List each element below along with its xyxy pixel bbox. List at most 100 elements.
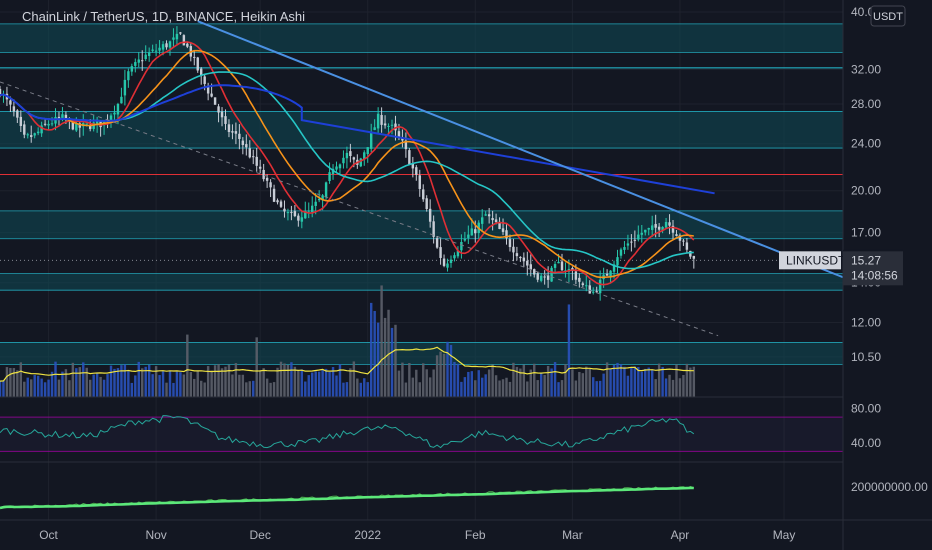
volume-bar bbox=[203, 382, 206, 397]
time-axis-ticks[interactable]: Oct Nov Dec 2022 Feb Mar Apr May bbox=[39, 528, 795, 542]
candle-body bbox=[186, 43, 189, 47]
volume-bar bbox=[553, 362, 557, 397]
candle-body bbox=[387, 125, 390, 127]
volume-bar bbox=[116, 368, 120, 397]
volume-bar bbox=[26, 377, 29, 397]
candle-body bbox=[598, 279, 602, 294]
price-tick-2: 28.00 bbox=[851, 97, 881, 111]
volume-bar bbox=[43, 382, 47, 397]
candle-body bbox=[453, 255, 456, 259]
zone-0 bbox=[0, 23, 843, 53]
volume-bar bbox=[151, 374, 154, 397]
volume-bar bbox=[571, 369, 574, 397]
candle-body bbox=[397, 131, 401, 137]
candle-body bbox=[342, 157, 345, 164]
candle-body bbox=[109, 115, 113, 123]
volume-bar bbox=[258, 370, 262, 397]
volume-bar bbox=[550, 368, 553, 397]
volume-bar bbox=[317, 371, 321, 397]
volume-bar bbox=[435, 355, 439, 397]
volume-bar bbox=[515, 366, 519, 397]
volume-bar bbox=[581, 373, 585, 397]
symbol-tag: LINKUSDT bbox=[786, 253, 846, 267]
volume-bar bbox=[352, 361, 356, 397]
candle-body bbox=[526, 260, 529, 266]
volume-bar bbox=[109, 365, 113, 397]
candle-body bbox=[224, 116, 227, 124]
volume-bar bbox=[68, 380, 71, 397]
volume-bar bbox=[300, 369, 304, 397]
volume-bar bbox=[286, 364, 290, 397]
price-tick-5: 17.00 bbox=[851, 226, 881, 240]
candle-body bbox=[394, 123, 397, 131]
candle-body bbox=[498, 221, 501, 229]
volume-bar bbox=[12, 368, 16, 397]
candle-body bbox=[147, 52, 151, 57]
candle-body bbox=[245, 144, 248, 148]
chart-title: ChainLink / TetherUS, 1D, BINANCE, Heiki… bbox=[22, 9, 305, 24]
volume-bar bbox=[54, 361, 57, 397]
volume-bar bbox=[147, 364, 151, 397]
volume-bar bbox=[213, 365, 217, 397]
candle-body bbox=[463, 238, 467, 241]
volume-bar bbox=[168, 370, 172, 397]
candle-body bbox=[425, 198, 428, 210]
candle-body bbox=[626, 243, 630, 246]
volume-bar bbox=[678, 378, 682, 397]
candle-body bbox=[637, 234, 640, 240]
volume-bar bbox=[394, 324, 397, 397]
candle-body bbox=[522, 257, 526, 262]
volume-bar bbox=[210, 370, 213, 397]
candle-body bbox=[116, 103, 120, 115]
candle-body bbox=[383, 123, 387, 126]
candle-body bbox=[19, 116, 23, 126]
time-tick-3: 2022 bbox=[354, 528, 381, 542]
volume-bar bbox=[234, 363, 238, 397]
candle-body bbox=[123, 79, 127, 96]
candle-body bbox=[574, 271, 578, 280]
time-tick-2: Dec bbox=[250, 528, 271, 542]
volume-bar bbox=[578, 371, 581, 397]
volume-bar bbox=[102, 379, 106, 397]
candle-body bbox=[446, 263, 449, 268]
volume-bar bbox=[526, 381, 529, 397]
volume-bar bbox=[269, 382, 272, 397]
volume-bar bbox=[231, 374, 234, 397]
candle-body bbox=[422, 189, 425, 200]
candle-body bbox=[165, 43, 168, 48]
volume-bar bbox=[19, 362, 23, 397]
volume-bar bbox=[529, 369, 532, 397]
candle-body bbox=[234, 131, 238, 134]
candle-body bbox=[494, 219, 498, 223]
volume-bar bbox=[141, 368, 144, 397]
zone-2 bbox=[0, 210, 843, 239]
price-tick-1: 32.00 bbox=[851, 63, 881, 77]
volume-bar bbox=[682, 375, 685, 397]
candle-body bbox=[553, 264, 557, 268]
candle-body bbox=[338, 164, 342, 169]
time-tick-7: May bbox=[773, 528, 796, 542]
volume-bar bbox=[262, 368, 265, 397]
volume-bar bbox=[345, 382, 349, 397]
candle-body bbox=[203, 76, 206, 84]
candle-body bbox=[432, 221, 435, 237]
volume-bar bbox=[120, 365, 123, 397]
candle-body bbox=[376, 113, 380, 129]
volume-bar bbox=[0, 381, 2, 397]
candle-body bbox=[154, 50, 158, 52]
candle-body bbox=[692, 256, 696, 259]
volume-bar bbox=[640, 371, 644, 397]
volume-bar bbox=[543, 375, 546, 397]
volume-bar bbox=[685, 363, 689, 397]
volume-ma-line bbox=[0, 346, 694, 382]
volume-bar bbox=[505, 377, 508, 397]
volume-bar bbox=[491, 364, 494, 397]
volume-bar bbox=[50, 371, 54, 397]
candle-body bbox=[616, 257, 619, 266]
candle-body bbox=[588, 285, 591, 294]
volume-bar bbox=[418, 382, 421, 397]
volume-bar bbox=[630, 367, 633, 397]
candle-body bbox=[206, 85, 210, 94]
currency-badge[interactable]: USDT bbox=[870, 5, 906, 27]
price-axis-ticks: 40.0032.0028.0024.0020.0017.0014.0012.00… bbox=[851, 5, 928, 494]
